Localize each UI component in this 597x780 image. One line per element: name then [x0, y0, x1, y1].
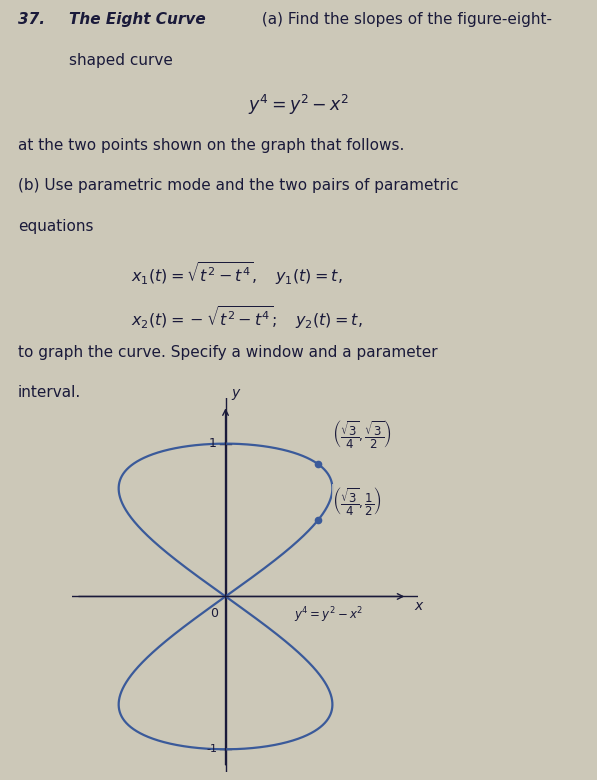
Text: $y^4 = y^2 - x^2$: $y^4 = y^2 - x^2$: [248, 94, 349, 117]
Text: (b) Use parametric mode and the two pairs of parametric: (b) Use parametric mode and the two pair…: [18, 179, 458, 193]
Text: The Eight Curve: The Eight Curve: [69, 12, 205, 27]
Text: $x_1(t) = \sqrt{t^2 - t^4},\quad y_1(t) = t,$: $x_1(t) = \sqrt{t^2 - t^4},\quad y_1(t) …: [131, 260, 343, 286]
Text: $x_2(t) = -\sqrt{t^2 - t^4};\quad y_2(t) = t,$: $x_2(t) = -\sqrt{t^2 - t^4};\quad y_2(t)…: [131, 304, 363, 331]
Text: to graph the curve. Specify a window and a parameter: to graph the curve. Specify a window and…: [18, 345, 438, 360]
Text: $\left(\dfrac{\sqrt{3}}{4}, \dfrac{1}{2}\right)$: $\left(\dfrac{\sqrt{3}}{4}, \dfrac{1}{2}…: [333, 485, 382, 517]
Text: 37.: 37.: [18, 12, 45, 27]
Text: shaped curve: shaped curve: [69, 53, 173, 68]
Text: $\left(\dfrac{\sqrt{3}}{4}, \dfrac{\sqrt{3}}{2}\right)$: $\left(\dfrac{\sqrt{3}}{4}, \dfrac{\sqrt…: [333, 418, 392, 450]
Text: (a) Find the slopes of the figure-eight-: (a) Find the slopes of the figure-eight-: [257, 12, 552, 27]
Text: 1: 1: [209, 437, 217, 450]
Text: $x$: $x$: [414, 598, 424, 612]
Text: 0: 0: [210, 607, 218, 620]
Text: equations: equations: [18, 219, 93, 234]
Text: $y$: $y$: [231, 388, 242, 402]
Text: -1: -1: [206, 744, 217, 754]
Text: at the two points shown on the graph that follows.: at the two points shown on the graph tha…: [18, 138, 404, 153]
Text: interval.: interval.: [18, 385, 81, 400]
Text: $y^4 = y^2 - x^2$: $y^4 = y^2 - x^2$: [294, 605, 363, 625]
